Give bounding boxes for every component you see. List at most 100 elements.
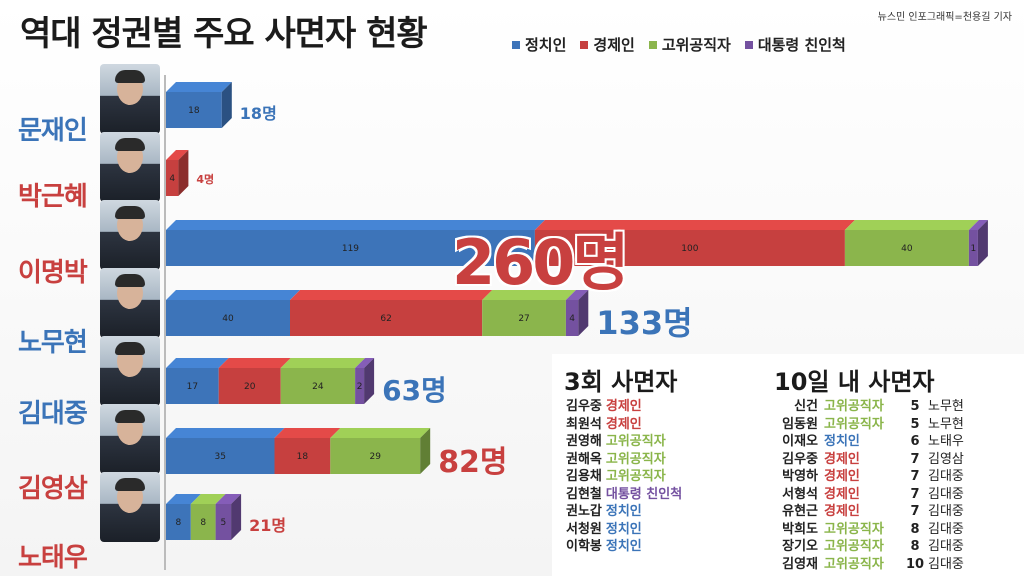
days-count: 7 [910,469,920,484]
bar-segment-top [166,494,201,504]
president-photo [100,132,160,202]
bar-value-label: 35 [215,452,226,462]
pardoned-by: 노무현 [928,399,964,414]
bar-value-label: 100 [681,244,698,254]
person-category: 고위공직자 [824,399,884,414]
bar-value-label: 4 [569,314,575,324]
bar-group: 40 62 27 4 [166,290,589,336]
page-title: 역대 정권별 주요 사면자 현황 [20,14,428,54]
pardoned-by: 김대중 [928,539,964,554]
list-item: 권영해 고위공직자 [566,433,682,451]
person-category: 고위공직자 [824,416,884,432]
days-count: 7 [910,504,920,519]
legend-swatch [512,40,520,49]
list-item: 서형석 경제인 7 김대중 [776,486,964,504]
president-name: 이명박 [18,258,88,288]
total-label: 18명 [239,104,277,124]
bar-value-label: 29 [370,452,382,462]
bar-value-label: 2 [357,382,363,392]
person-category: 정치인 [605,539,642,554]
bar-value-label: 5 [220,518,226,528]
list-item: 김우중 경제인 [566,398,682,416]
president-name: 김영삼 [18,474,88,504]
bar-group: 119 100 40 1 [166,220,988,266]
person-name: 박영하 [782,469,818,484]
person-category: 대통령 친인척 [605,486,683,502]
legend-label: 경제인 [593,36,635,54]
president-name: 김대중 [18,399,88,429]
bar-segment-top [482,290,576,300]
bar-segment-top [215,494,242,504]
total-label: 260명 [452,226,629,299]
person-category: 고위공직자 [605,469,666,484]
list-item: 권해옥 고위공직자 [566,451,682,469]
bar-value-label: 18 [297,452,309,462]
legend-item: 고위공직자 [648,34,731,55]
bar-end-face [231,494,242,540]
legend-item: 대통령 친인척 [744,34,846,55]
bar-group: 35 18 29 [166,428,431,474]
bar-value-label: 62 [380,314,391,324]
person-name: 권노갑 [566,504,602,519]
total-label: 82명 [438,445,508,481]
bar-segment-top [166,82,232,92]
days-count: 6 [910,434,920,449]
person-name: 김우중 [566,399,602,414]
bar-value-label: 4 [169,174,175,184]
total-label: 4명 [196,173,215,187]
person-category: 경제인 [824,469,860,484]
person-name: 서형석 [782,486,818,502]
legend-swatch [648,40,657,49]
bar-segment [166,504,191,540]
bar-end-face [977,220,988,266]
person-category: 경제인 [824,451,860,467]
legend-swatch [580,40,589,49]
bar-segment [166,300,290,336]
person-name: 권영해 [566,434,602,449]
bar-segment [166,160,179,196]
bar-value-label: 24 [312,382,324,392]
bar-value-label: 8 [200,518,206,528]
person-name: 박희도 [782,521,818,537]
bar-segment [330,438,421,474]
bar-segment [274,438,331,474]
list-item: 김용채 고위공직자 [566,468,682,486]
bar-segment [482,300,566,336]
bar-segment-top [330,428,431,438]
list-item: 박영하 경제인 7 김대중 [776,468,964,486]
panel-title-three-times: 3회 사면자 [564,368,678,396]
side-panel: 3회 사면자 김우중 경제인 최원석 경제인 권영해 고위공직자 권해옥 고위공직자 김용채 고위… [552,354,1024,576]
bar-segment-top [166,150,189,160]
list-item: 장기오 고위공직자 8 김대중 [776,538,964,556]
days-count: 8 [910,539,920,554]
person-name: 유현근 [782,504,818,519]
president-photo [100,64,160,134]
bar-value-label: 27 [518,314,529,324]
list-item: 임동원 고위공직자 5 노무현 [776,416,964,434]
days-count: 5 [910,399,920,414]
president-photo [100,200,160,270]
person-category: 고위공직자 [824,539,884,554]
bar-segment-top [534,220,855,230]
bar-segment-top [166,220,545,230]
bar-segment-top [166,428,285,438]
pardoned-by: 김대중 [928,521,964,537]
president-photo [100,404,160,474]
bar-group: 8 8 5 [166,494,242,540]
person-name: 서청원 [566,521,602,537]
bar-segment-top [218,358,291,368]
bar-end-face [420,428,431,474]
bar-segment [166,92,222,128]
legend-item: 정치인 [512,34,566,55]
total-label: 133명 [596,304,693,343]
legend-label: 대통령 친인척 [757,36,846,54]
chart-legend: 정치인 경제인 고위공직자 대통령 친인척 [512,34,846,55]
bar-segment [844,230,969,266]
bar-value-label: 20 [244,382,256,392]
pardoned-by: 김대중 [928,469,964,484]
person-category: 고위공직자 [824,556,884,572]
person-name: 이학봉 [566,539,602,554]
bar-end-face [578,290,589,336]
